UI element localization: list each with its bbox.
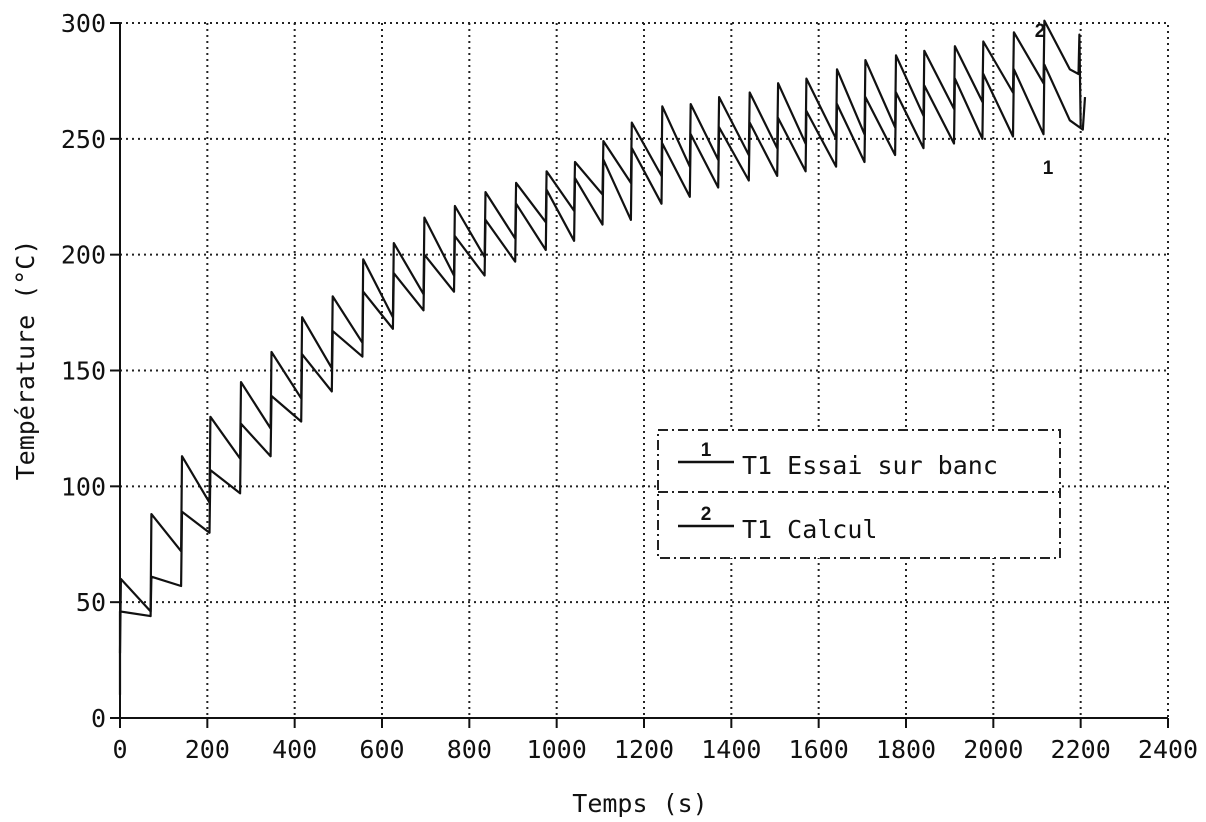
x-tick-label-9: 1800 <box>876 735 936 764</box>
legend-label-1: T1 Essai sur banc <box>742 451 998 480</box>
x-tick-label-7: 1400 <box>701 735 761 764</box>
x-tick-label-4: 800 <box>447 735 492 764</box>
legend-entry-1: 1 T1 Essai sur banc <box>678 440 998 480</box>
x-tick-label-10: 2000 <box>963 735 1023 764</box>
y-tick-label-4: 200 <box>61 241 106 270</box>
y-tick-label-6: 300 <box>61 9 106 38</box>
series-line-2 <box>118 19 1082 654</box>
y-tick-label-3: 150 <box>61 357 106 386</box>
x-tick-label-0: 0 <box>112 735 127 764</box>
grid <box>120 23 1168 718</box>
series-layer <box>118 19 1087 695</box>
x-tick-label-1: 200 <box>185 735 230 764</box>
legend: 1 T1 Essai sur banc 2 T1 Calcul <box>657 429 1061 559</box>
x-tick-label-2: 400 <box>272 735 317 764</box>
legend-marker-2: 2 <box>701 504 712 525</box>
x-tick-label-6: 1200 <box>614 735 674 764</box>
x-tick-label-8: 1600 <box>789 735 849 764</box>
y-tick-label-5: 250 <box>61 125 106 154</box>
y-tick-label-2: 100 <box>61 472 106 501</box>
legend-label-2: T1 Calcul <box>742 515 877 544</box>
x-tick-label-11: 2200 <box>1051 735 1111 764</box>
legend-box <box>657 429 1061 559</box>
y-tick-label-1: 50 <box>76 588 106 617</box>
x-axis-title: Temps (s) <box>572 789 707 818</box>
x-tick-label-12: 2400 <box>1138 735 1198 764</box>
legend-entry-2: 2 T1 Calcul <box>678 504 877 544</box>
x-tick-label-5: 1000 <box>527 735 587 764</box>
tick-labels: 0 50 100 150 200 250 300 0 200 400 600 800 1000 1200 1… <box>61 9 1198 764</box>
y-axis-title: Température (°C) <box>11 240 40 481</box>
x-tick-label-3: 600 <box>359 735 404 764</box>
y-tick-label-0: 0 <box>91 704 106 733</box>
curve-label-1: 1 <box>1043 158 1054 179</box>
legend-marker-1: 1 <box>701 440 712 461</box>
curve-label-2: 2 <box>1035 21 1046 42</box>
